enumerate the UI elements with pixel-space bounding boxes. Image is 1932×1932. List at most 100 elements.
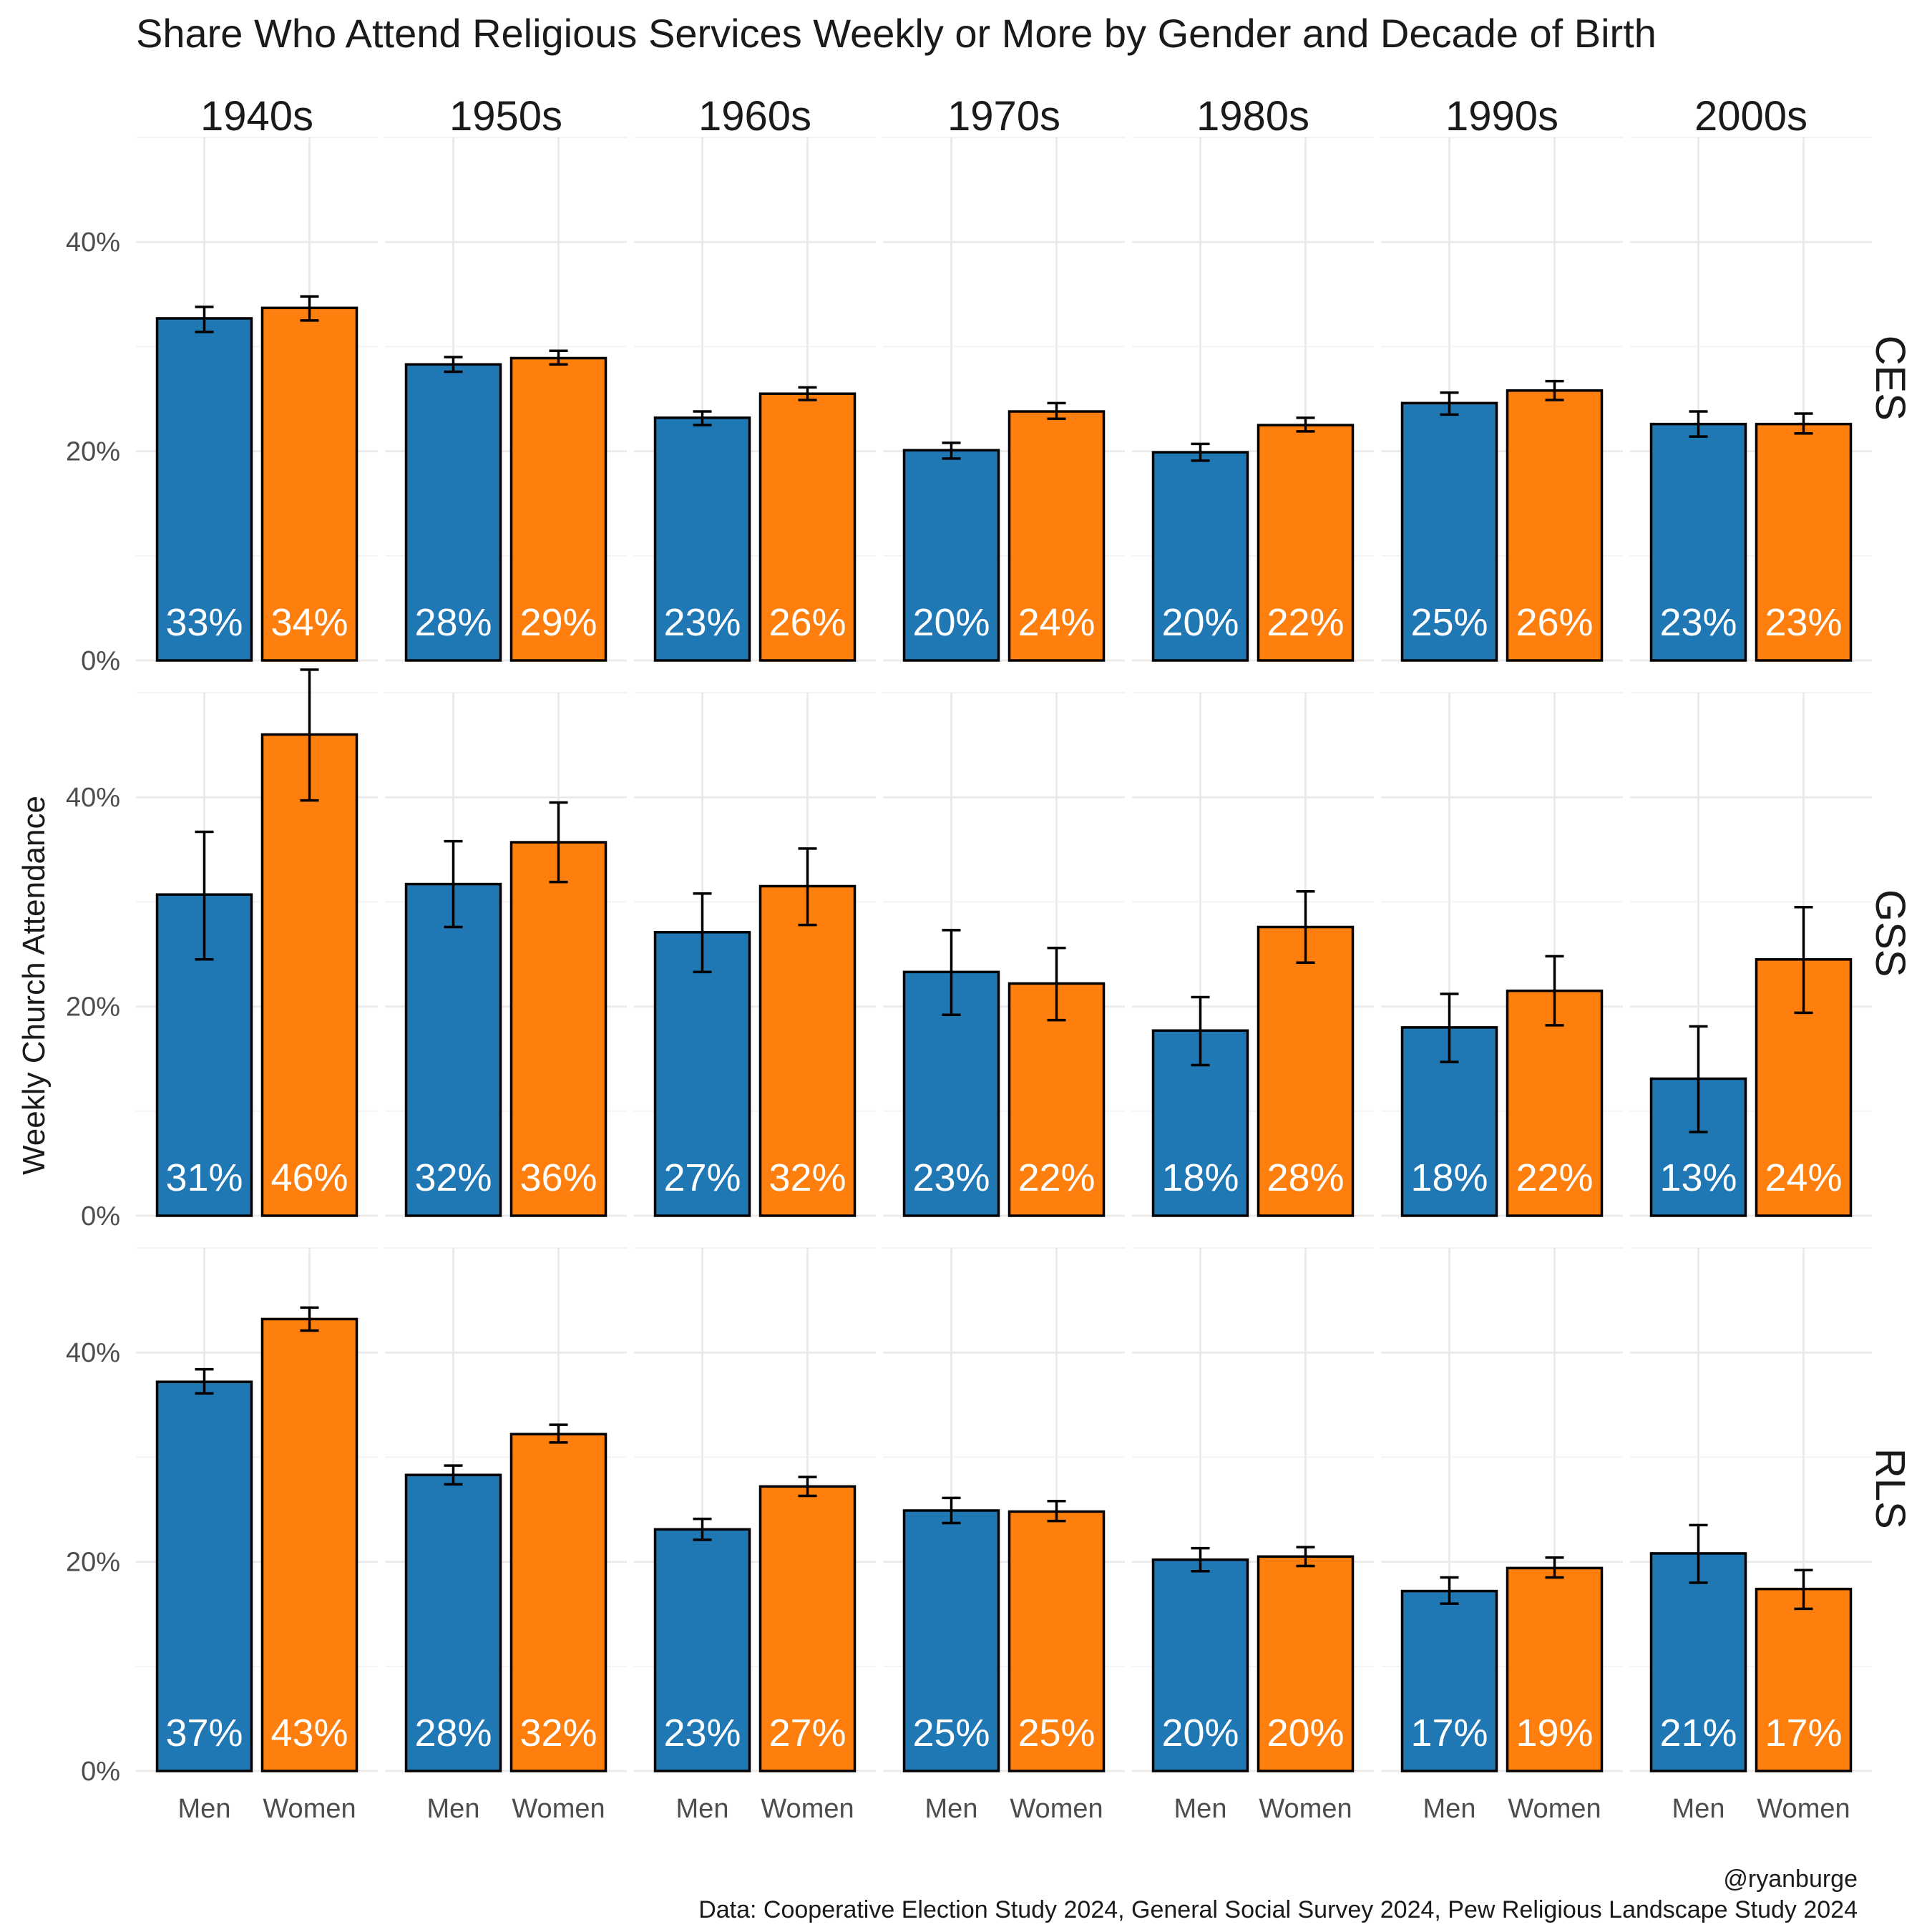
data-label-RLS-2000s-Men: 21% xyxy=(1659,1712,1737,1755)
x-tick-label: Women xyxy=(512,1794,605,1824)
strip-label-1970s: 1970s xyxy=(947,93,1060,140)
bar-RLS-1960s-Men xyxy=(653,1528,751,1772)
data-label-CES-1970s-Women: 24% xyxy=(1018,601,1095,644)
data-label-RLS-1950s-Women: 32% xyxy=(519,1712,597,1755)
bar-RLS-1990s-Women xyxy=(1506,1566,1604,1772)
data-label-GSS-2000s-Men: 13% xyxy=(1659,1156,1737,1199)
bar-CES-1960s-Men xyxy=(653,416,751,662)
data-label-GSS-1970s-Women: 22% xyxy=(1018,1156,1095,1199)
x-tick-label: Men xyxy=(427,1794,480,1824)
bar-RLS-1940s-Men xyxy=(155,1380,253,1772)
bar-GSS-1940s-Women xyxy=(260,733,358,1217)
data-label-RLS-1970s-Women: 25% xyxy=(1018,1712,1095,1755)
x-tick-label: Women xyxy=(1010,1794,1103,1824)
bar-RLS-2000s-Women xyxy=(1755,1587,1853,1772)
data-label-CES-1940s-Men: 33% xyxy=(165,601,243,644)
caption-source: Data: Cooperative Election Study 2024, G… xyxy=(698,1896,1858,1923)
bar-CES-1970s-Women xyxy=(1008,410,1106,662)
data-label-RLS-1960s-Men: 23% xyxy=(663,1712,741,1755)
text-layer: Share Who Attend Religious Services Week… xyxy=(16,11,1913,1923)
bar-CES-1970s-Men xyxy=(902,449,1000,662)
data-label-RLS-1980s-Women: 20% xyxy=(1267,1712,1344,1755)
x-tick-label: Men xyxy=(925,1794,978,1824)
bar-GSS-1990s-Women xyxy=(1506,989,1604,1217)
x-tick-label: Women xyxy=(1757,1794,1850,1824)
bar-GSS-1950s-Men xyxy=(404,882,502,1217)
data-label-GSS-1940s-Men: 31% xyxy=(165,1156,243,1199)
y-tick-label: 0% xyxy=(81,1201,120,1231)
bar-CES-1940s-Women xyxy=(260,306,358,662)
data-label-CES-1980s-Women: 22% xyxy=(1267,601,1344,644)
data-label-CES-1990s-Men: 25% xyxy=(1410,601,1488,644)
bar-RLS-2000s-Men xyxy=(1649,1552,1747,1772)
y-axis-label: Weekly Church Attendance xyxy=(16,796,52,1175)
data-label-GSS-1970s-Men: 23% xyxy=(912,1156,990,1199)
y-tick-label: 40% xyxy=(66,1338,120,1368)
x-tick-label: Women xyxy=(1259,1794,1352,1824)
strip-label-1960s: 1960s xyxy=(698,93,811,140)
bar-GSS-1970s-Women xyxy=(1008,982,1106,1217)
y-tick-label: 20% xyxy=(66,437,120,467)
bar-CES-1980s-Women xyxy=(1257,424,1355,662)
data-label-RLS-1960s-Women: 27% xyxy=(769,1712,846,1755)
bar-CES-1990s-Women xyxy=(1506,389,1604,662)
data-label-CES-1940s-Women: 34% xyxy=(270,601,348,644)
data-label-CES-2000s-Women: 23% xyxy=(1765,601,1842,644)
bar-RLS-1970s-Women xyxy=(1008,1510,1106,1772)
bar-RLS-1980s-Women xyxy=(1257,1555,1355,1772)
bar-RLS-1990s-Men xyxy=(1400,1589,1498,1772)
data-label-GSS-1950s-Men: 32% xyxy=(414,1156,492,1199)
x-tick-label: Men xyxy=(1672,1794,1725,1824)
x-tick-label: Men xyxy=(178,1794,231,1824)
x-tick-label: Men xyxy=(676,1794,729,1824)
x-tick-label: Women xyxy=(761,1794,854,1824)
bar-GSS-1950s-Women xyxy=(509,841,608,1217)
y-tick-label: 40% xyxy=(66,783,120,813)
x-tick-label: Men xyxy=(1174,1794,1227,1824)
grid-layer xyxy=(136,137,1872,1772)
strip-label-2000s: 2000s xyxy=(1694,93,1807,140)
bar-CES-1940s-Men xyxy=(155,317,253,662)
data-label-CES-1950s-Women: 29% xyxy=(519,601,597,644)
y-tick-label: 0% xyxy=(81,1757,120,1787)
data-label-GSS-1940s-Women: 46% xyxy=(270,1156,348,1199)
data-label-CES-2000s-Men: 23% xyxy=(1659,601,1737,644)
data-label-GSS-1980s-Women: 28% xyxy=(1267,1156,1344,1199)
data-label-GSS-1960s-Women: 32% xyxy=(769,1156,846,1199)
strip-label-1980s: 1980s xyxy=(1196,93,1309,140)
data-label-GSS-2000s-Women: 24% xyxy=(1765,1156,1842,1199)
row-label-RLS: RLS xyxy=(1867,1448,1913,1529)
y-tick-label: 20% xyxy=(66,1548,120,1578)
strip-label-1950s: 1950s xyxy=(449,93,562,140)
x-tick-label: Women xyxy=(263,1794,356,1824)
data-label-RLS-1950s-Men: 28% xyxy=(414,1712,492,1755)
bar-GSS-1980s-Women xyxy=(1257,925,1355,1217)
bar-RLS-1940s-Women xyxy=(260,1317,358,1772)
data-label-GSS-1990s-Men: 18% xyxy=(1410,1156,1488,1199)
data-label-GSS-1990s-Women: 22% xyxy=(1516,1156,1593,1199)
bar-GSS-1990s-Men xyxy=(1400,1026,1498,1217)
data-label-CES-1980s-Men: 20% xyxy=(1161,601,1239,644)
bar-RLS-1950s-Men xyxy=(404,1473,502,1772)
x-tick-label: Men xyxy=(1423,1794,1476,1824)
data-label-GSS-1960s-Men: 27% xyxy=(663,1156,741,1199)
data-label-RLS-2000s-Women: 17% xyxy=(1765,1712,1842,1755)
bar-RLS-1970s-Men xyxy=(902,1509,1000,1772)
bar-RLS-1950s-Women xyxy=(509,1433,608,1772)
bar-CES-1950s-Women xyxy=(509,356,608,662)
strip-label-1940s: 1940s xyxy=(200,93,313,140)
data-label-CES-1950s-Men: 28% xyxy=(414,601,492,644)
data-label-CES-1970s-Men: 20% xyxy=(912,601,990,644)
row-label-CES: CES xyxy=(1867,336,1913,421)
chart-title: Share Who Attend Religious Services Week… xyxy=(136,11,1657,56)
bar-CES-1990s-Men xyxy=(1400,401,1498,662)
data-label-GSS-1950s-Women: 36% xyxy=(519,1156,597,1199)
bar-CES-1980s-Men xyxy=(1151,451,1249,662)
data-label-RLS-1990s-Men: 17% xyxy=(1410,1712,1488,1755)
x-tick-label: Women xyxy=(1508,1794,1601,1824)
data-label-RLS-1990s-Women: 19% xyxy=(1516,1712,1593,1755)
data-label-CES-1960s-Men: 23% xyxy=(663,601,741,644)
bar-layer xyxy=(155,295,1853,1772)
